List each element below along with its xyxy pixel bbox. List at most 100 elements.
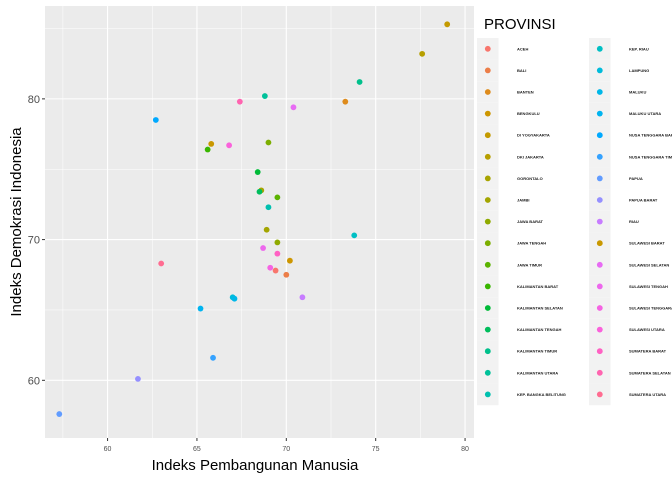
legend-label: NUSA TENGGARA BARAT [629,133,672,138]
data-point [231,295,238,302]
x-tick-label: 80 [461,446,469,453]
y-tick-label: 70 [28,235,40,247]
data-point [208,141,215,147]
data-point [263,226,270,233]
data-point [299,294,306,301]
legend-label: SUMATERA SELATAN [629,370,671,375]
legend-key-dot [596,240,603,247]
legend-key-dot [484,110,491,117]
legend-key-dot [596,110,603,117]
legend-key-dot [596,197,603,203]
legend-label: MALUKU [629,90,646,95]
legend-key-dot [484,240,491,247]
data-points [56,21,451,417]
legend-label: KALIMANTAN TIMUR [517,349,557,354]
data-point [210,354,216,361]
data-point [204,146,211,153]
data-point [256,188,263,195]
legend-label: LAMPUNG [629,68,649,73]
data-point [254,169,261,175]
legend-key-dot [484,132,491,139]
legend-key-dot [596,132,603,139]
legend-label: MALUKU UTARA [629,111,661,116]
legend-key-dot [596,89,603,95]
legend-key-dot [596,175,603,182]
data-point [260,245,266,251]
legend-label: GORONTALO [517,176,543,181]
x-tick-label: 60 [104,446,112,453]
data-point [356,79,363,85]
legend-label: PAPUA BARAT [629,198,658,203]
legend-label: SULAWESI BARAT [629,241,665,246]
legend-label: PAPUA [629,176,643,181]
legend-label: JAWA BARAT [517,219,544,224]
legend-key-dot [596,326,603,333]
x-tick-label: 70 [282,446,290,453]
legend-key-dot [596,348,603,355]
data-point [283,271,290,278]
legend-label: KALIMANTAN UTARA [517,370,558,375]
data-point [419,50,426,57]
grid-minor [45,6,474,438]
legend-label: SULAWESI SELATAN [629,262,669,267]
legend-key-dot [596,45,603,52]
legend-label: NUSA TENGGARA TIMUR [629,154,672,159]
legend-label: SULAWESI TENGAH [629,284,668,289]
data-point [274,250,281,257]
legend-label: ACEH [517,46,528,51]
legend-label: DI YOGYAKARTA [517,133,550,138]
legend-key-dot [596,67,603,74]
data-point [265,204,272,211]
legend-label: JAWA TIMUR [517,262,542,267]
data-point [444,21,451,28]
legend-key-dot [484,175,491,182]
legend-label: SULAWESI UTARA [629,327,665,332]
data-point [351,232,358,239]
x-axis-title: Indeks Pembangunan Manusia [152,457,359,474]
x-axis-ticks: 60 65 70 75 80 [104,438,469,453]
legend-label: KEP. RIAU [629,46,649,51]
data-point [158,260,165,267]
legend-key-dot [596,369,603,376]
legend-key-dot [484,197,491,203]
legend-key-dot [596,261,603,268]
data-point [274,194,281,201]
data-point [342,98,349,105]
legend-label: SULAWESI TENGGARA [629,306,672,311]
legend-label: DKI JAKARTA [517,154,544,159]
data-point [272,267,279,274]
data-point [290,104,297,111]
legend-key-dot [484,218,491,225]
legend-key-dot [484,67,491,74]
legend-key-dot [484,369,491,376]
legend-key-dot [596,153,603,160]
data-point [265,139,272,146]
legend-label: KALIMANTAN BARAT [517,284,559,289]
data-point [135,375,141,382]
legend-label: JAWA TENGAH [517,241,546,246]
legend-key-dot [596,391,603,398]
plot-panel [45,6,474,438]
legend-label: BALI [517,68,526,73]
data-point [236,98,243,105]
legend-key-dot [484,89,491,95]
data-point [56,411,63,417]
y-tick-label: 60 [28,375,40,387]
data-point [274,239,281,246]
legend-key-dot [596,305,603,311]
x-tick-label: 75 [372,446,380,453]
legend-label: KALIMANTAN TENGAH [517,327,561,332]
legend-title: PROVINSI [484,16,556,33]
data-point [286,257,293,264]
legend-key-dot [484,326,491,333]
legend-label: KEP. BANGKA BELITUNG [517,392,566,397]
legend-key-dot [484,153,491,160]
data-point [261,93,268,99]
data-point [267,264,274,271]
y-axis-title: Indeks Demokrasi Indonesia [8,127,25,317]
grid-major [45,6,474,438]
y-tick-label: 80 [28,94,40,106]
data-point [197,305,204,312]
legend-key-dot [484,283,491,290]
